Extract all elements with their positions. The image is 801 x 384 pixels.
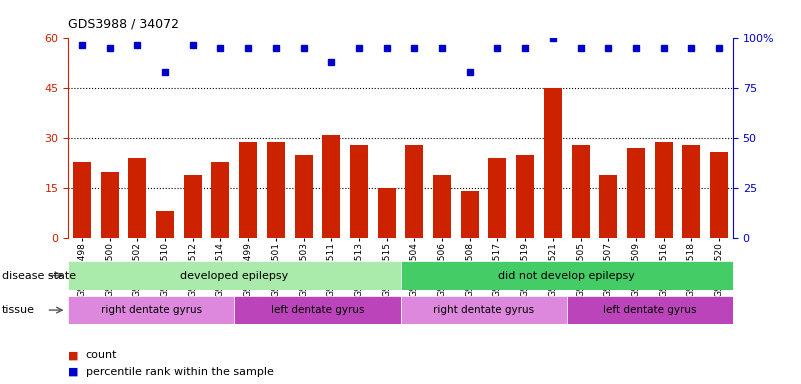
Text: right dentate gyrus: right dentate gyrus: [101, 305, 202, 315]
Bar: [128, 158, 147, 238]
Text: developed epilepsy: developed epilepsy: [180, 270, 288, 281]
Bar: [377, 188, 396, 238]
Bar: [156, 212, 174, 238]
Bar: [544, 88, 562, 238]
Bar: [211, 162, 229, 238]
Text: GDS3988 / 34072: GDS3988 / 34072: [68, 18, 179, 31]
Bar: [682, 145, 700, 238]
Bar: [73, 162, 91, 238]
Text: tissue: tissue: [2, 305, 34, 315]
Text: left dentate gyrus: left dentate gyrus: [603, 305, 697, 315]
Bar: [516, 155, 534, 238]
Bar: [295, 155, 312, 238]
Bar: [599, 175, 618, 238]
Bar: [433, 175, 451, 238]
Bar: [101, 172, 119, 238]
Bar: [654, 142, 673, 238]
Bar: [239, 142, 257, 238]
Bar: [235, 296, 400, 324]
Bar: [322, 135, 340, 238]
Text: disease state: disease state: [2, 270, 76, 281]
Text: did not develop epilepsy: did not develop epilepsy: [498, 270, 635, 281]
Bar: [461, 192, 479, 238]
Text: percentile rank within the sample: percentile rank within the sample: [86, 367, 274, 377]
Bar: [405, 145, 424, 238]
Bar: [267, 142, 285, 238]
Bar: [489, 158, 506, 238]
Bar: [400, 296, 567, 324]
Bar: [183, 175, 202, 238]
Bar: [710, 152, 728, 238]
Bar: [627, 148, 645, 238]
Text: ■: ■: [68, 367, 78, 377]
Bar: [400, 261, 733, 290]
Bar: [68, 296, 235, 324]
Bar: [572, 145, 590, 238]
Bar: [567, 296, 733, 324]
Text: right dentate gyrus: right dentate gyrus: [433, 305, 534, 315]
Bar: [350, 145, 368, 238]
Text: left dentate gyrus: left dentate gyrus: [271, 305, 364, 315]
Text: ■: ■: [68, 350, 78, 360]
Bar: [68, 261, 400, 290]
Text: count: count: [86, 350, 117, 360]
